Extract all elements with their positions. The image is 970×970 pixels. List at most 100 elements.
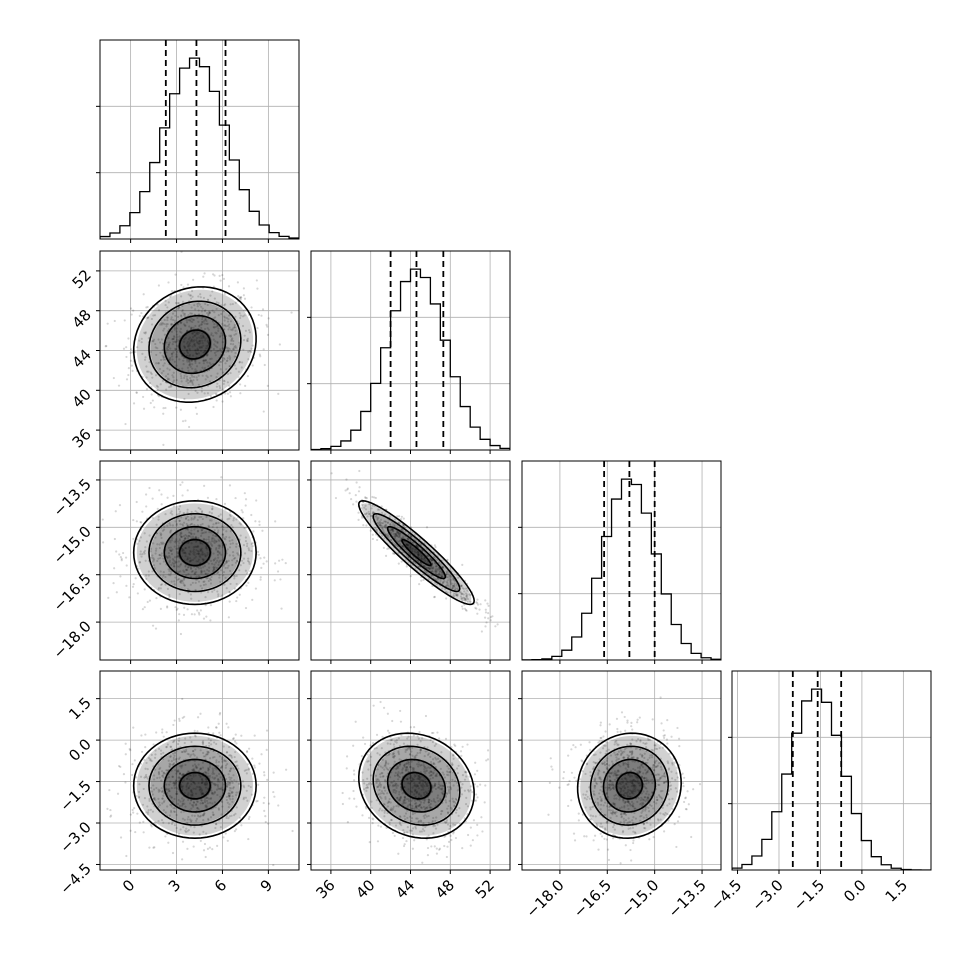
scatter-point [395,534,399,537]
scatter-point [174,347,177,350]
scatter-point [174,520,177,523]
scatter-point [220,360,223,364]
scatter-point [141,553,144,556]
scatter-point [149,401,152,405]
scatter-point [196,730,199,733]
scatter-point [173,540,176,543]
scatter-point [234,561,238,564]
scatter-point [406,544,409,547]
scatter-point [237,370,241,373]
scatter-point [265,729,269,732]
scatter-point [451,586,454,590]
scatter-point [391,831,395,835]
scatter-point [247,557,250,560]
scatter-point [155,547,158,550]
x-tick-label: 40 [352,876,378,902]
scatter-point [225,561,228,564]
y-tick-label: 36 [69,425,95,451]
scatter-point [188,319,191,322]
scatter-point [184,517,188,520]
scatter-point [138,539,141,542]
scatter-point [191,354,195,357]
scatter-point [389,523,392,526]
scatter-point [436,568,439,571]
scatter-point [131,585,135,588]
scatter-point [202,537,205,541]
scatter-point [247,581,250,584]
scatter-point [511,641,513,643]
scatter-point [206,576,209,580]
scatter-point [263,809,266,813]
scatter-point [468,600,472,604]
scatter-point [194,349,198,352]
scatter-point [397,852,400,855]
scatter-point [167,281,170,284]
scatter-point [179,483,182,486]
scatter-point [170,529,173,532]
scatter-point [416,559,419,562]
scatter-point [434,564,437,568]
scatter-point [170,580,173,583]
scatter-point [193,754,196,757]
scatter-point [409,553,412,556]
scatter-point [453,588,456,591]
scatter-point [148,797,151,801]
scatter-point [224,303,227,306]
scatter-point [247,547,250,550]
scatter-point [156,543,159,546]
scatter-point [216,793,219,797]
scatter-point [174,606,177,609]
scatter-point [573,839,577,842]
scatter-point [429,557,432,561]
scatter-point [143,776,146,779]
scatter-point [370,507,373,510]
scatter-point [367,816,371,820]
scatter-point [229,792,232,795]
scatter-point [179,632,183,636]
scatter-point [178,593,181,596]
scatter-point [233,740,237,743]
scatter-point [122,347,126,350]
scatter-point [150,759,153,763]
scatter-point [178,519,181,522]
scatter-point [432,567,435,570]
scatter-point [213,343,216,346]
scatter-point [222,574,225,577]
scatter-point [187,787,190,790]
scatter-point [209,739,212,742]
scatter-point [129,829,132,832]
scatter-point [192,773,195,776]
scatter-point [192,845,195,848]
scatter-point [246,339,249,343]
y-tick-label: 1.5 [65,694,95,724]
scatter-point [406,537,409,541]
scatter-point [454,836,458,840]
scatter-point [190,332,194,335]
scatter-point [232,767,235,770]
scatter-point [184,565,187,568]
scatter-point [200,345,203,348]
scatter-point [207,579,210,583]
scatter-point [200,510,204,513]
scatter-point [228,539,231,542]
scatter-point [174,314,177,317]
scatter-point [161,354,164,357]
scatter-point [235,542,238,546]
scatter-point [197,575,200,578]
scatter-point [419,562,422,565]
scatter-point [392,522,395,525]
scatter-point [203,783,206,786]
scatter-point [430,574,433,577]
scatter-point [229,320,233,323]
scatter-point [174,273,177,276]
scatter-point [218,364,221,367]
scatter-point [141,395,145,399]
scatter-point [394,533,397,536]
scatter-point [371,512,374,515]
scatter-point [131,808,134,812]
scatter-point [132,726,135,729]
y-tick-label: 44 [69,346,95,372]
scatter-point [449,834,452,837]
scatter-point [202,580,205,583]
